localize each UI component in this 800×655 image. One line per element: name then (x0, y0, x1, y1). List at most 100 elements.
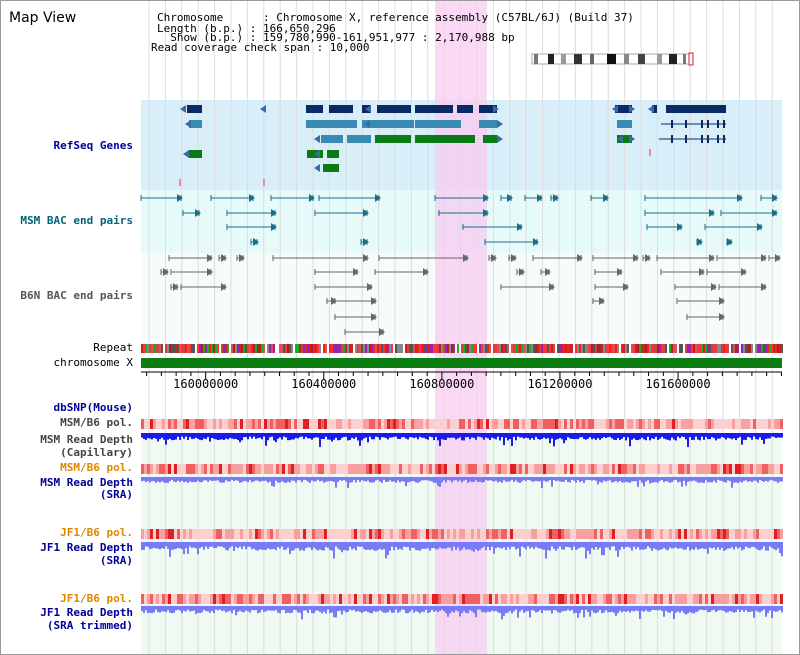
pol-cell (225, 594, 228, 604)
pol-cell (684, 529, 687, 539)
pol-cell (171, 464, 174, 474)
pol-cell (720, 419, 723, 429)
bac-arrow (507, 194, 513, 202)
depth-bar (291, 433, 293, 440)
pol-cell (387, 529, 390, 539)
depth-bar (603, 606, 605, 613)
depth-bar (421, 433, 423, 438)
depth-bar (319, 433, 321, 447)
pol-cell (219, 419, 222, 429)
depth-bar (711, 477, 713, 483)
depth-bar (647, 542, 649, 547)
depth-bar (745, 477, 747, 481)
depth-bar (547, 542, 549, 551)
depth-bar (251, 606, 253, 611)
depth-bar (453, 542, 455, 547)
pol-cell (498, 419, 501, 429)
depth-bar (345, 477, 347, 482)
depth-bar (379, 606, 381, 611)
depth-bar (261, 606, 263, 610)
pol-cell (246, 529, 249, 539)
depth-bar (171, 606, 173, 614)
gene-arrow (629, 105, 635, 113)
pol-cell (771, 419, 774, 429)
depth-bar (229, 477, 231, 482)
pol-cell (498, 594, 501, 604)
pol-cell (693, 419, 696, 429)
depth-bar (721, 606, 723, 611)
pol-cell (468, 594, 471, 604)
depth-bar (263, 433, 265, 437)
pol-cell (678, 529, 681, 539)
gene-exon (701, 120, 703, 128)
depth-bar (271, 477, 273, 486)
depth-bar (171, 433, 173, 441)
bac-arrow (363, 209, 369, 217)
ideogram-band (574, 54, 582, 64)
pol-cell (330, 419, 333, 429)
depth-bar (295, 477, 297, 483)
pol-cell (321, 594, 324, 604)
pol-cell (165, 529, 168, 539)
depth-bar (249, 542, 251, 547)
pol-cell (666, 529, 669, 539)
pol-cell (330, 594, 333, 604)
pol-cell (210, 464, 213, 474)
depth-bar (273, 433, 275, 441)
pol-cell (573, 529, 576, 539)
pol-cell (165, 419, 168, 429)
pol-cell (291, 594, 294, 604)
refseq-genes-label[interactable]: RefSeq Genes (53, 139, 133, 152)
pol-cell (519, 529, 522, 539)
depth-bar (559, 606, 561, 613)
pol-cell (585, 594, 588, 604)
depth-bar (337, 542, 339, 549)
depth-bar (623, 477, 625, 483)
pol-cell (714, 419, 717, 429)
repeat-segment (437, 344, 439, 353)
depth-bar (483, 433, 485, 440)
depth-bar (499, 542, 501, 549)
dbsnp-label[interactable]: dbSNP(Mouse) (53, 401, 133, 414)
depth-bar (473, 542, 475, 552)
gene-feature (347, 135, 371, 143)
depth-bar (423, 606, 425, 613)
depth-bar (225, 433, 227, 439)
depth-bar (231, 433, 233, 439)
pol-cell (540, 464, 543, 474)
depth-bar (553, 606, 555, 611)
depth-bar (619, 606, 621, 611)
pol-cell (441, 529, 444, 539)
depth-bar (685, 606, 687, 615)
pol-cell (681, 594, 684, 604)
depth-bar (283, 606, 285, 610)
repeat-label: Repeat (93, 341, 133, 354)
depth-bar (619, 542, 621, 550)
repeat-segment (629, 344, 631, 353)
depth-bar (223, 477, 225, 483)
repeat-segment (675, 344, 677, 353)
depth-bar (287, 477, 289, 482)
depth-bar (545, 477, 547, 482)
repeat-segment (355, 344, 357, 353)
axis-tick-label: 160000000 (173, 377, 239, 391)
pol-cell (300, 419, 303, 429)
pol-cell (615, 419, 618, 429)
pol-cell (186, 529, 189, 539)
pol-cell (141, 419, 144, 429)
pol-cell (483, 419, 486, 429)
depth-bar (661, 542, 663, 550)
msm-bac-label[interactable]: MSM BAC end pairs (20, 214, 133, 227)
depth-bar (705, 433, 707, 437)
depth-bar (279, 606, 281, 614)
depth-bar (745, 606, 747, 611)
depth-bar (185, 477, 187, 482)
pol-cell (603, 529, 606, 539)
depth-bar (729, 433, 731, 439)
depth-bar (351, 606, 353, 611)
pol-cell (699, 594, 702, 604)
b6n-bac-label[interactable]: B6N BAC end pairs (20, 289, 133, 302)
depth-bar (465, 542, 467, 550)
depth-bar (501, 606, 503, 620)
